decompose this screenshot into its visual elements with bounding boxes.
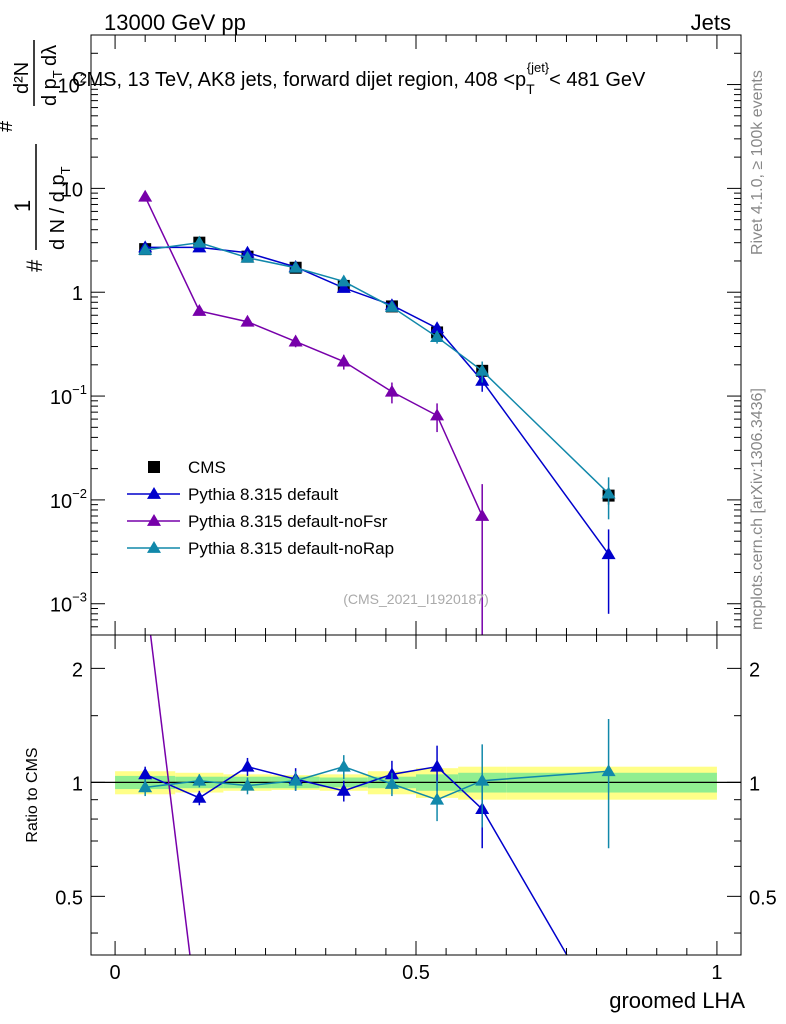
legend-entry: CMS — [188, 458, 226, 477]
data-point — [475, 363, 490, 376]
main-ytick-label: 10 — [61, 179, 83, 201]
ylabel-hash2: # — [0, 120, 17, 132]
watermark: (CMS_2021_I1920187) — [343, 591, 489, 607]
data-point — [601, 486, 616, 499]
main-title-sup: {jet} — [527, 60, 550, 75]
ratio-ytick-label: 2 — [72, 659, 83, 681]
data-point — [384, 300, 399, 312]
main-title-sub: T — [526, 81, 535, 97]
main-ylabel: # 1 d N / d pT # d²N d pT dλ — [0, 40, 73, 272]
ratio-data-point — [601, 764, 616, 777]
ylabel-d2N: d²N — [11, 62, 33, 94]
ratio-data-point — [240, 759, 255, 772]
legend-marker — [147, 514, 161, 526]
ratio-data-point — [336, 759, 351, 772]
ratio-ytick-label-right: 1 — [749, 773, 760, 795]
data-point — [601, 547, 616, 560]
ratio-data-point — [192, 773, 207, 786]
ratio-data-point — [138, 767, 153, 780]
ratio-data-point — [138, 780, 153, 793]
ratio-ytick-label-right: 0.5 — [749, 887, 777, 909]
ratio-panel: 2 2 1 1 0.5 0.5 0 0.5 1 — [55, 634, 777, 984]
ratio-xtick-label: 0.5 — [402, 962, 430, 984]
ratio-ytick-label: 0.5 — [55, 887, 83, 909]
ratio-series-line — [149, 635, 191, 955]
side-rivet-label: Rivet 4.1.0, ≥ 100k events — [749, 70, 766, 255]
data-point — [288, 334, 303, 347]
data-point — [384, 384, 399, 397]
ratio-data-point — [430, 759, 445, 772]
data-point — [336, 274, 351, 287]
legend-marker — [147, 487, 161, 499]
ratio-ytick-label: 1 — [72, 773, 83, 795]
ratio-data-point — [288, 773, 303, 786]
data-point — [430, 408, 445, 421]
ratio-ylabel: Ratio to CMS — [24, 747, 41, 842]
ylabel-frac-num: 1 — [10, 200, 35, 212]
data-point — [430, 321, 445, 334]
ratio-series-2 — [138, 719, 616, 849]
main-ytick-mantissa: 10 — [50, 387, 72, 409]
ratio-data-point — [192, 790, 207, 803]
ylabel-frac-den-sub: T — [58, 166, 73, 174]
ratio-xtick-label: 0 — [110, 962, 121, 984]
main-ytick-exp: −2 — [72, 486, 87, 501]
series-2 — [138, 189, 490, 635]
ratio-series-1 — [149, 635, 191, 955]
main-ytick-mantissa: 10 — [50, 595, 72, 617]
main-ytick-exp: −3 — [72, 590, 87, 605]
main-ytick-mantissa: 1 — [72, 283, 83, 305]
main-title-end: < 481 GeV — [549, 69, 646, 91]
legend-entry: Pythia 8.315 default-noRap — [188, 539, 394, 558]
legend-marker — [147, 541, 161, 553]
data-point — [336, 280, 351, 293]
main-ytick-exp: 2 — [80, 71, 87, 86]
series-3 — [138, 235, 616, 520]
data-point — [138, 243, 153, 255]
data-point — [430, 330, 445, 342]
ratio-data-point — [475, 773, 490, 786]
legend: CMS Pythia 8.315 default Pythia 8.315 defa… — [127, 458, 394, 558]
legend-marker — [148, 461, 160, 473]
main-ytick-exp: −1 — [72, 382, 87, 397]
ratio-data-point — [384, 777, 399, 789]
ylabel-dpT-sub: T — [50, 70, 65, 78]
main-ytick-mantissa: 10 — [61, 179, 83, 201]
side-url-label: mcplots.cern.ch [arXiv:1306.3436] — [749, 388, 766, 630]
main-ytick-mantissa: 10 — [50, 491, 72, 513]
data-point — [138, 189, 153, 202]
main-ytick-label: 1 — [72, 283, 83, 305]
main-ytick-label: 10−1 — [50, 382, 87, 409]
ylabel-hash: # — [22, 259, 47, 272]
legend-entry: Pythia 8.315 default-noFsr — [188, 512, 388, 531]
ylabel-dlambda: dλ — [39, 45, 61, 66]
header-right: Jets — [691, 10, 731, 35]
data-point — [192, 235, 207, 248]
legend-entry: Pythia 8.315 default — [188, 485, 339, 504]
ratio-data-point — [336, 783, 351, 796]
ratio-ytick-label-right: 2 — [749, 659, 760, 681]
ylabel-frac-den: d N / d pT — [47, 166, 73, 250]
main-ytick-label: 10−3 — [50, 590, 87, 617]
ratio-xlabel: groomed LHA — [609, 988, 745, 1013]
data-point — [192, 303, 207, 316]
main-ytick-mantissa: 10 — [58, 76, 80, 98]
data-point — [336, 354, 351, 367]
header-left: 13000 GeV pp — [104, 10, 246, 35]
ratio-data-point — [430, 792, 445, 805]
ratio-data-point — [240, 778, 255, 791]
main-ytick-label: 102 — [58, 71, 87, 98]
data-point — [288, 260, 303, 273]
series-line — [144, 196, 483, 517]
data-point — [240, 250, 255, 263]
data-point — [475, 508, 490, 521]
main-ytick-label: 10−2 — [50, 486, 87, 513]
data-point — [240, 314, 255, 327]
main-title: CMS, 13 TeV, AK8 jets, forward dijet reg… — [72, 60, 646, 97]
ratio-xtick-label: 1 — [711, 962, 722, 984]
ylabel-dpT: d pT — [39, 70, 65, 106]
